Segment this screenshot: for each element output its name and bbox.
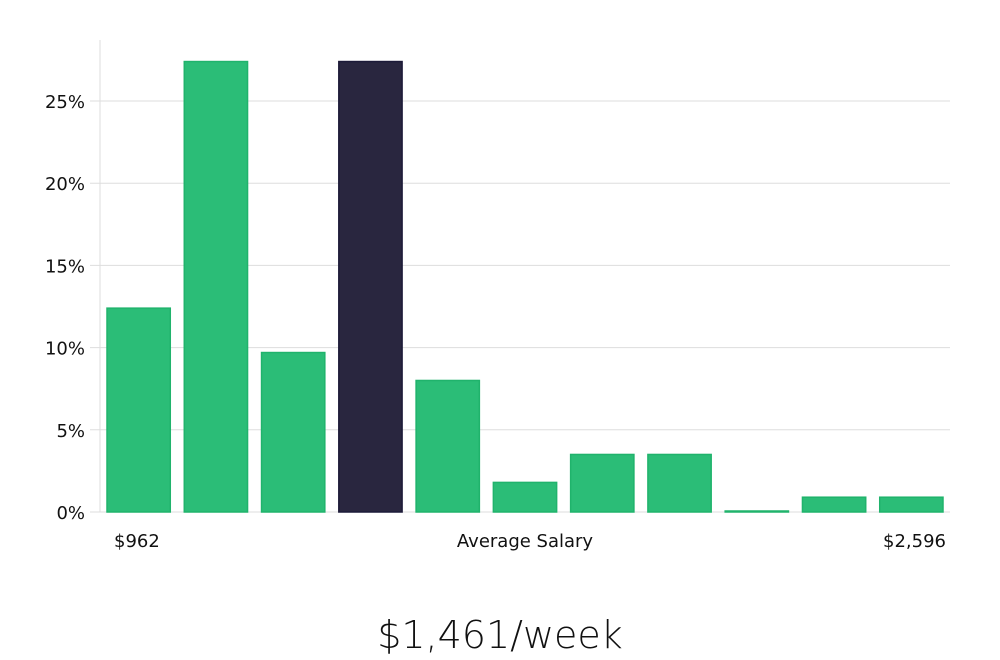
y-tick-label: 0% xyxy=(56,503,85,524)
bar-highlighted xyxy=(338,60,403,513)
x-axis-label: Average Salary xyxy=(457,531,594,552)
bar xyxy=(801,496,867,513)
bar xyxy=(724,510,790,513)
bar xyxy=(492,481,558,513)
y-tick-label: 25% xyxy=(45,92,85,113)
y-tick-label: 20% xyxy=(45,174,85,195)
y-tick-label: 15% xyxy=(45,256,85,277)
y-tick-label: 10% xyxy=(45,339,85,360)
bar xyxy=(183,60,249,513)
bar xyxy=(878,496,944,513)
x-max-label: $2,596 xyxy=(883,531,946,552)
x-min-label: $962 xyxy=(114,531,160,552)
y-tick-label: 5% xyxy=(56,421,85,442)
bar xyxy=(647,453,712,513)
chart-title: $1,461/week xyxy=(377,613,623,657)
bar xyxy=(415,379,481,513)
bar xyxy=(569,453,635,513)
bar xyxy=(106,307,172,513)
bar xyxy=(260,351,326,513)
